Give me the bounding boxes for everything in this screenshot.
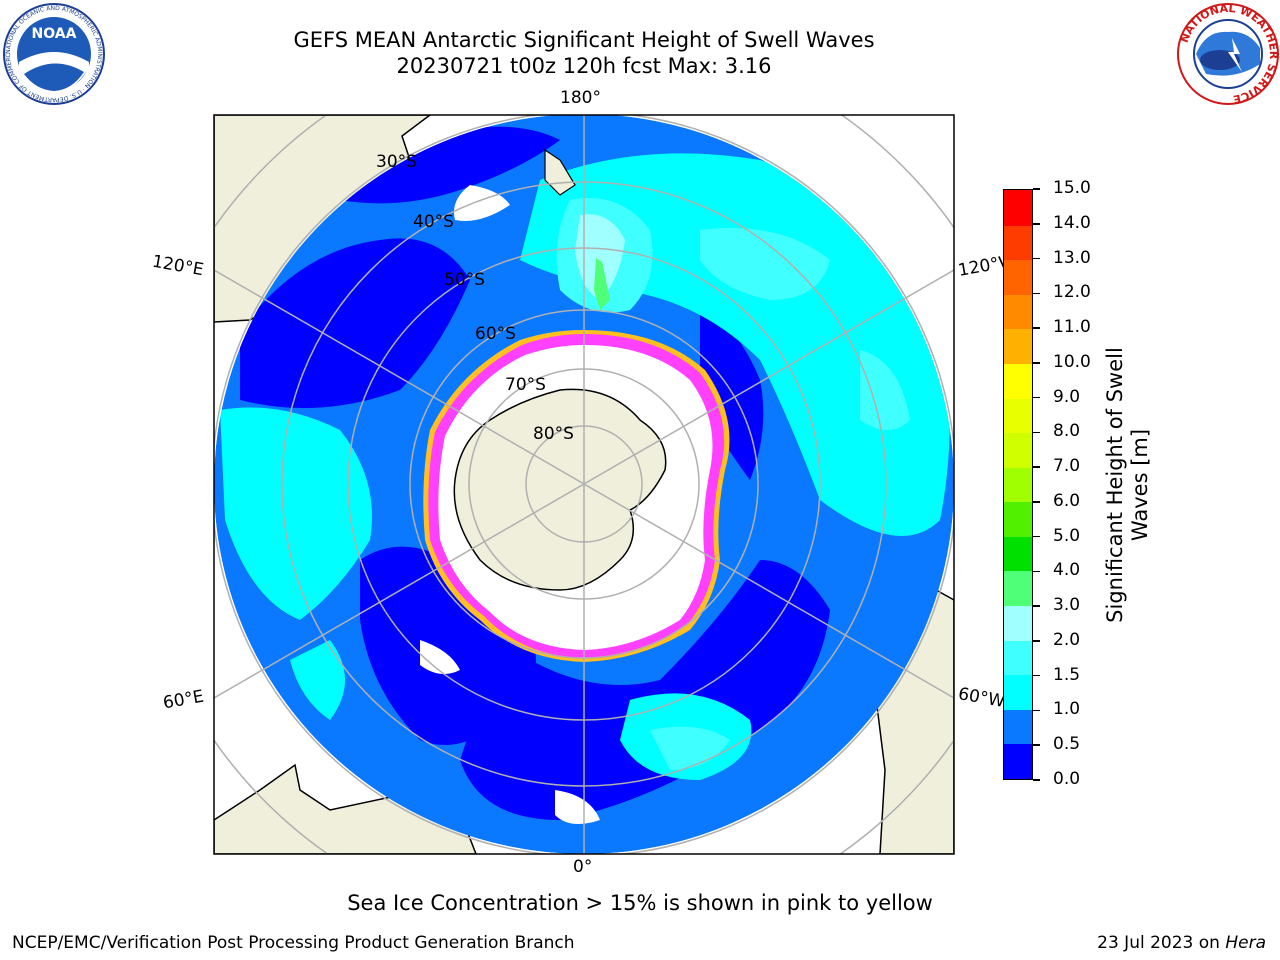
colorbar-segment — [1004, 536, 1032, 572]
colorbar-tick-label: 1.5 — [1053, 664, 1081, 685]
colorbar-label-line1: Significant Height of Swell — [1103, 347, 1127, 623]
colorbar-segment — [1004, 225, 1032, 261]
colorbar-segment — [1004, 363, 1032, 399]
colorbar-tick-label: 12.0 — [1053, 282, 1091, 303]
colorbar-label: Significant Height of Swell Waves [m] — [1103, 305, 1153, 665]
colorbar-tick-label: 0.0 — [1053, 769, 1081, 789]
noaa-logo-text: NOAA — [32, 26, 77, 42]
colorbar-tick — [1033, 501, 1040, 503]
lat-label-70s: 70°S — [505, 375, 546, 395]
colorbar-tick — [1033, 362, 1040, 364]
colorbar-tick-label: 6.0 — [1053, 490, 1081, 511]
colorbar-tick — [1033, 188, 1040, 190]
colorbar-segment — [1004, 294, 1032, 330]
colorbar-tick-label: 0.5 — [1053, 734, 1081, 755]
colorbar-tick-label: 14.0 — [1053, 212, 1091, 233]
colorbar-segment — [1004, 259, 1032, 295]
swell-2.0-3.0m-regions — [575, 214, 625, 300]
colorbar-tick-label: 8.0 — [1053, 421, 1081, 442]
national-weather-service-logo-icon: NATIONAL WEATHER SERVICE — [1177, 2, 1280, 106]
colorbar-tick — [1033, 327, 1040, 329]
colorbar-tick — [1033, 257, 1040, 260]
colorbar-tick — [1033, 535, 1040, 538]
colorbar-segment — [1004, 743, 1032, 779]
colorbar-segment — [1004, 640, 1032, 676]
colorbar-tick-label: 2.0 — [1053, 629, 1081, 650]
colorbar — [1003, 189, 1033, 780]
colorbar-tick — [1033, 396, 1040, 399]
noaa-logo-icon: NOAA NATIONAL OCEANIC AND ATMOSPHERIC AD… — [2, 2, 105, 105]
colorbar-segment — [1004, 709, 1032, 745]
colorbar-tick-label: 9.0 — [1053, 386, 1081, 407]
colorbar-tick-label: 1.0 — [1053, 699, 1081, 720]
footer-date: 23 Jul 2023 on Hera — [1097, 933, 1266, 953]
colorbar-segment — [1004, 467, 1032, 503]
colorbar-tick — [1033, 466, 1040, 468]
colorbar-tick — [1033, 223, 1040, 225]
colorbar-tick — [1033, 744, 1040, 746]
colorbar-segment — [1004, 570, 1032, 607]
footer-machine: Hera — [1225, 933, 1266, 953]
chart-title: GEFS MEAN Antarctic Significant Height o… — [293, 28, 875, 52]
colorbar-tick-label: 4.0 — [1053, 560, 1081, 581]
colorbar-tick-label: 5.0 — [1053, 525, 1081, 546]
colorbar-tick-label: 10.0 — [1053, 351, 1091, 372]
swell-3.0-4.0m-regions — [594, 258, 610, 310]
lat-label-40s: 40°S — [413, 212, 454, 232]
colorbar-segment — [1004, 432, 1032, 468]
colorbar-tick — [1033, 709, 1040, 712]
colorbar-tick-label: 11.0 — [1053, 317, 1091, 338]
colorbar-segment — [1004, 397, 1032, 434]
lon-label-bottom: 0° — [573, 857, 593, 877]
colorbar-segment — [1004, 190, 1032, 226]
colorbar-segment — [1004, 328, 1032, 364]
colorbar-tick-label: 13.0 — [1053, 247, 1091, 268]
sea-ice-note: Sea Ice Concentration > 15% is shown in … — [347, 891, 933, 915]
chart-subtitle: 20230721 t00z 120h fcst Max: 3.16 — [396, 54, 772, 78]
map-frame — [213, 114, 955, 855]
graticule — [214, 115, 954, 854]
colorbar-tick — [1033, 605, 1040, 607]
colorbar-tick-label: 15.0 — [1053, 178, 1091, 198]
colorbar-tick-label: 3.0 — [1053, 595, 1081, 616]
lat-label-50s: 50°S — [444, 270, 485, 290]
colorbar-segment — [1004, 605, 1032, 641]
colorbar-label-line2: Waves [m] — [1128, 428, 1152, 542]
colorbar-tick — [1033, 570, 1040, 573]
colorbar-segment — [1004, 674, 1032, 710]
colorbar-segment — [1004, 501, 1032, 537]
colorbar-tick — [1033, 779, 1040, 781]
lon-label-top: 180° — [560, 88, 601, 108]
ice-patches — [420, 185, 600, 824]
lat-label-80s: 80°S — [533, 424, 574, 444]
lat-label-30s: 30°S — [376, 152, 417, 172]
colorbar-tick — [1033, 674, 1040, 677]
colorbar-tick-label: 7.0 — [1053, 456, 1081, 477]
colorbar-tick — [1033, 292, 1040, 295]
colorbar-tick — [1033, 640, 1040, 642]
footer-branch: NCEP/EMC/Verification Post Processing Pr… — [12, 933, 575, 953]
colorbar-tick — [1033, 431, 1040, 434]
lat-label-60s: 60°S — [475, 324, 516, 344]
